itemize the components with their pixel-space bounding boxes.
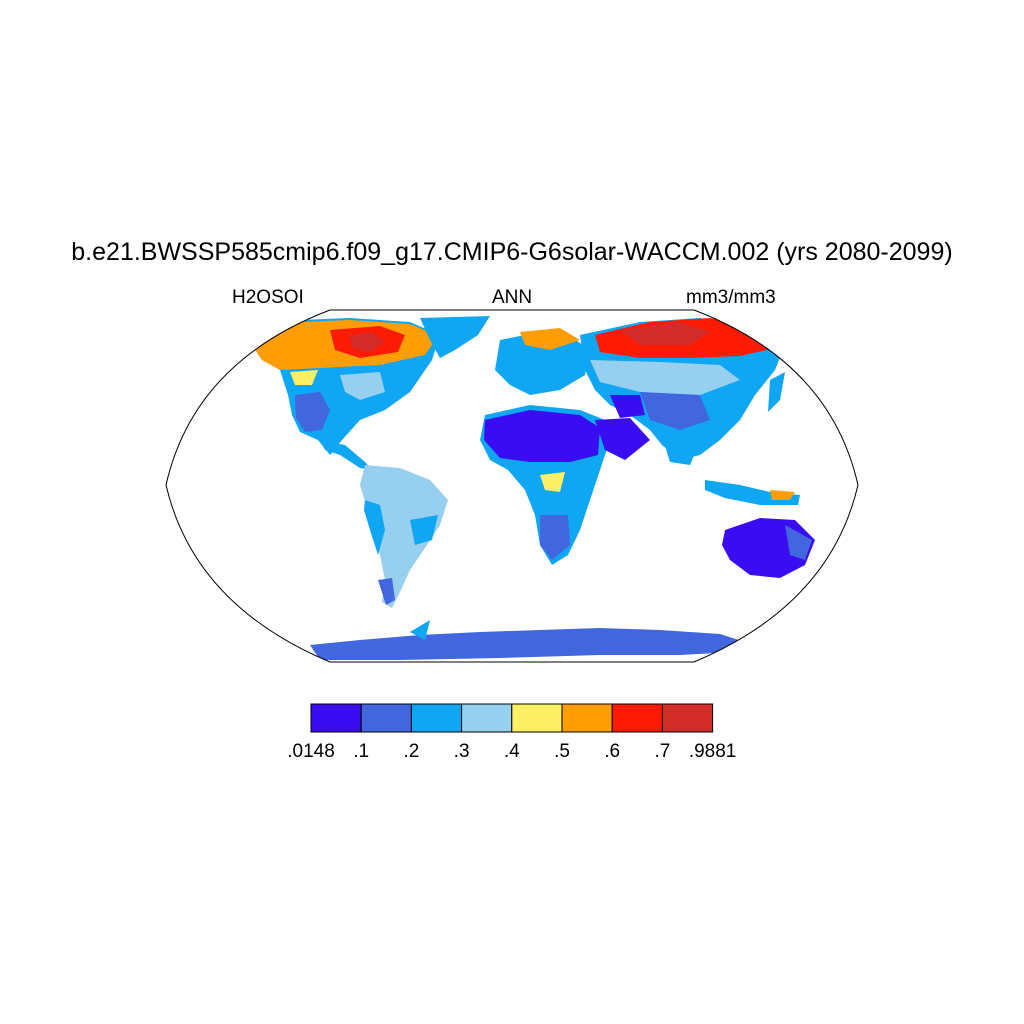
arabia xyxy=(595,418,650,460)
sa-west-patch xyxy=(364,500,385,555)
colorbar-tick-label: .6 xyxy=(604,741,621,762)
na-moist-patch xyxy=(290,370,318,385)
land-layer xyxy=(252,316,830,660)
season-label: ANN xyxy=(491,287,533,308)
colorbar-tick-label: .7 xyxy=(654,741,671,762)
central-asia-dry xyxy=(640,392,710,430)
new-guinea-wet xyxy=(770,490,795,500)
colorbar-box-5 xyxy=(561,703,613,733)
iran-very-dry xyxy=(610,395,645,418)
colorbar-tick-label: .0148 xyxy=(287,741,335,762)
south-america xyxy=(360,465,448,608)
greenland xyxy=(420,316,490,358)
plot-title: b.e21.BWSSP585cmip6.f09_g17.CMIP6-G6sola… xyxy=(71,238,953,266)
colorbar-box-4 xyxy=(511,703,563,733)
colorbar-box-3 xyxy=(461,703,513,733)
colorbar-tick-label: .4 xyxy=(503,741,520,762)
colorbar-box-6 xyxy=(611,703,663,733)
map-boundary xyxy=(165,309,859,663)
japan xyxy=(768,372,785,412)
australia-east-dry xyxy=(785,525,812,560)
scandinavia-wet xyxy=(520,328,580,350)
na-hudson-saturated xyxy=(350,332,385,352)
central-america xyxy=(320,440,372,470)
asia-midlat-medium xyxy=(590,360,740,395)
colorbar-tick-label: .9881 xyxy=(688,741,737,762)
colorbar-box-7 xyxy=(661,703,714,733)
antarctic-peninsula xyxy=(410,620,430,640)
na-medium-patch xyxy=(340,372,385,400)
south-africa-dry xyxy=(540,515,570,560)
colorbar-box-0 xyxy=(310,703,362,733)
colorbar-tick-label: .5 xyxy=(554,741,570,762)
europe xyxy=(495,332,590,395)
sahara-very-dry xyxy=(484,410,600,462)
africa-moist-patch xyxy=(540,472,565,492)
colorbar-tick-label: .3 xyxy=(453,741,470,762)
siberia-core xyxy=(620,322,710,345)
units-label: mm3/mm3 xyxy=(686,287,776,308)
na-southwest-dry xyxy=(295,392,330,432)
variable-label: H2OSOI xyxy=(232,287,304,308)
colorbar-box-2 xyxy=(410,703,463,733)
sa-east-patch xyxy=(410,515,438,545)
sa-south-dry xyxy=(378,578,395,605)
colorbar-tick-label: .1 xyxy=(353,741,370,762)
india xyxy=(660,430,700,465)
colorbar-box-1 xyxy=(360,703,412,733)
colorbar-tick-label: .2 xyxy=(403,741,420,762)
